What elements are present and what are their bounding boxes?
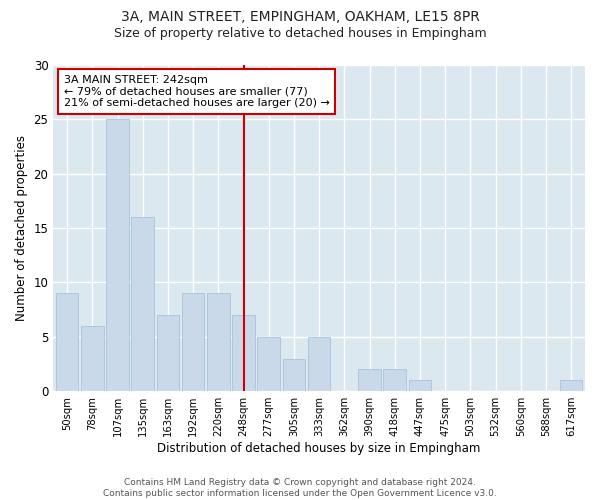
- Bar: [182, 294, 205, 391]
- Bar: [81, 326, 104, 391]
- Text: 3A, MAIN STREET, EMPINGHAM, OAKHAM, LE15 8PR: 3A, MAIN STREET, EMPINGHAM, OAKHAM, LE15…: [121, 10, 479, 24]
- Bar: [409, 380, 431, 391]
- Text: Size of property relative to detached houses in Empingham: Size of property relative to detached ho…: [113, 28, 487, 40]
- X-axis label: Distribution of detached houses by size in Empingham: Distribution of detached houses by size …: [157, 442, 481, 455]
- Bar: [157, 315, 179, 391]
- Bar: [106, 120, 129, 391]
- Bar: [131, 217, 154, 391]
- Bar: [207, 294, 230, 391]
- Bar: [308, 337, 331, 391]
- Bar: [283, 358, 305, 391]
- Text: 3A MAIN STREET: 242sqm
← 79% of detached houses are smaller (77)
21% of semi-det: 3A MAIN STREET: 242sqm ← 79% of detached…: [64, 75, 330, 108]
- Y-axis label: Number of detached properties: Number of detached properties: [15, 135, 28, 321]
- Bar: [257, 337, 280, 391]
- Bar: [232, 315, 255, 391]
- Bar: [383, 370, 406, 391]
- Bar: [358, 370, 381, 391]
- Text: Contains HM Land Registry data © Crown copyright and database right 2024.
Contai: Contains HM Land Registry data © Crown c…: [103, 478, 497, 498]
- Bar: [56, 294, 79, 391]
- Bar: [560, 380, 583, 391]
